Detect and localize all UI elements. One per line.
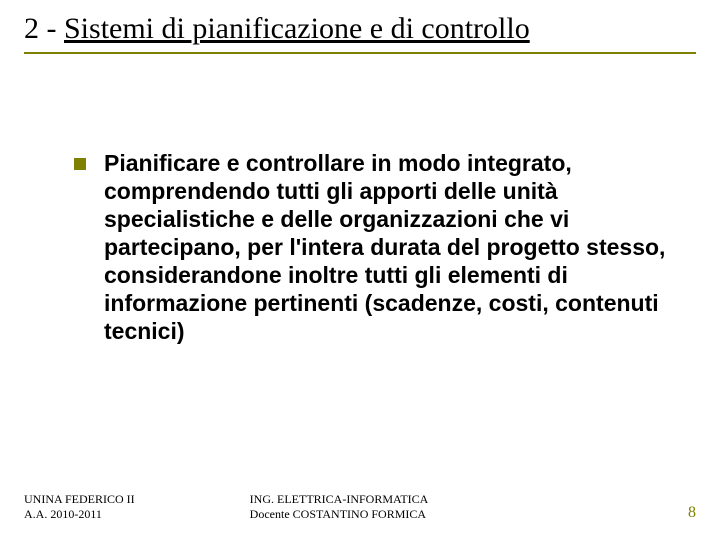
bullet-item: Pianificare e controllare in modo integr… <box>74 149 680 345</box>
footer-left: UNINA FEDERICO II A.A. 2010-2011 <box>24 492 135 522</box>
footer-course: ING. ELETTRICA-INFORMATICA <box>250 492 688 507</box>
footer-lecturer: Docente COSTANTINO FORMICA <box>250 507 688 522</box>
bullet-text: Pianificare e controllare in modo integr… <box>104 149 680 345</box>
footer-institution: UNINA FEDERICO II <box>24 492 135 507</box>
page-number: 8 <box>688 504 696 522</box>
slide-title: 2 - Sistemi di pianificazione e di contr… <box>24 12 696 54</box>
slide-footer: UNINA FEDERICO II A.A. 2010-2011 ING. EL… <box>24 492 696 522</box>
title-number: 2 - <box>24 12 64 45</box>
slide: 2 - Sistemi di pianificazione e di contr… <box>0 0 720 540</box>
title-text: Sistemi di pianificazione e di controllo <box>64 12 530 45</box>
footer-academic-year: A.A. 2010-2011 <box>24 507 135 522</box>
footer-center: ING. ELETTRICA-INFORMATICA Docente COSTA… <box>135 492 688 522</box>
slide-body: Pianificare e controllare in modo integr… <box>24 149 696 345</box>
square-bullet-icon <box>74 158 86 170</box>
